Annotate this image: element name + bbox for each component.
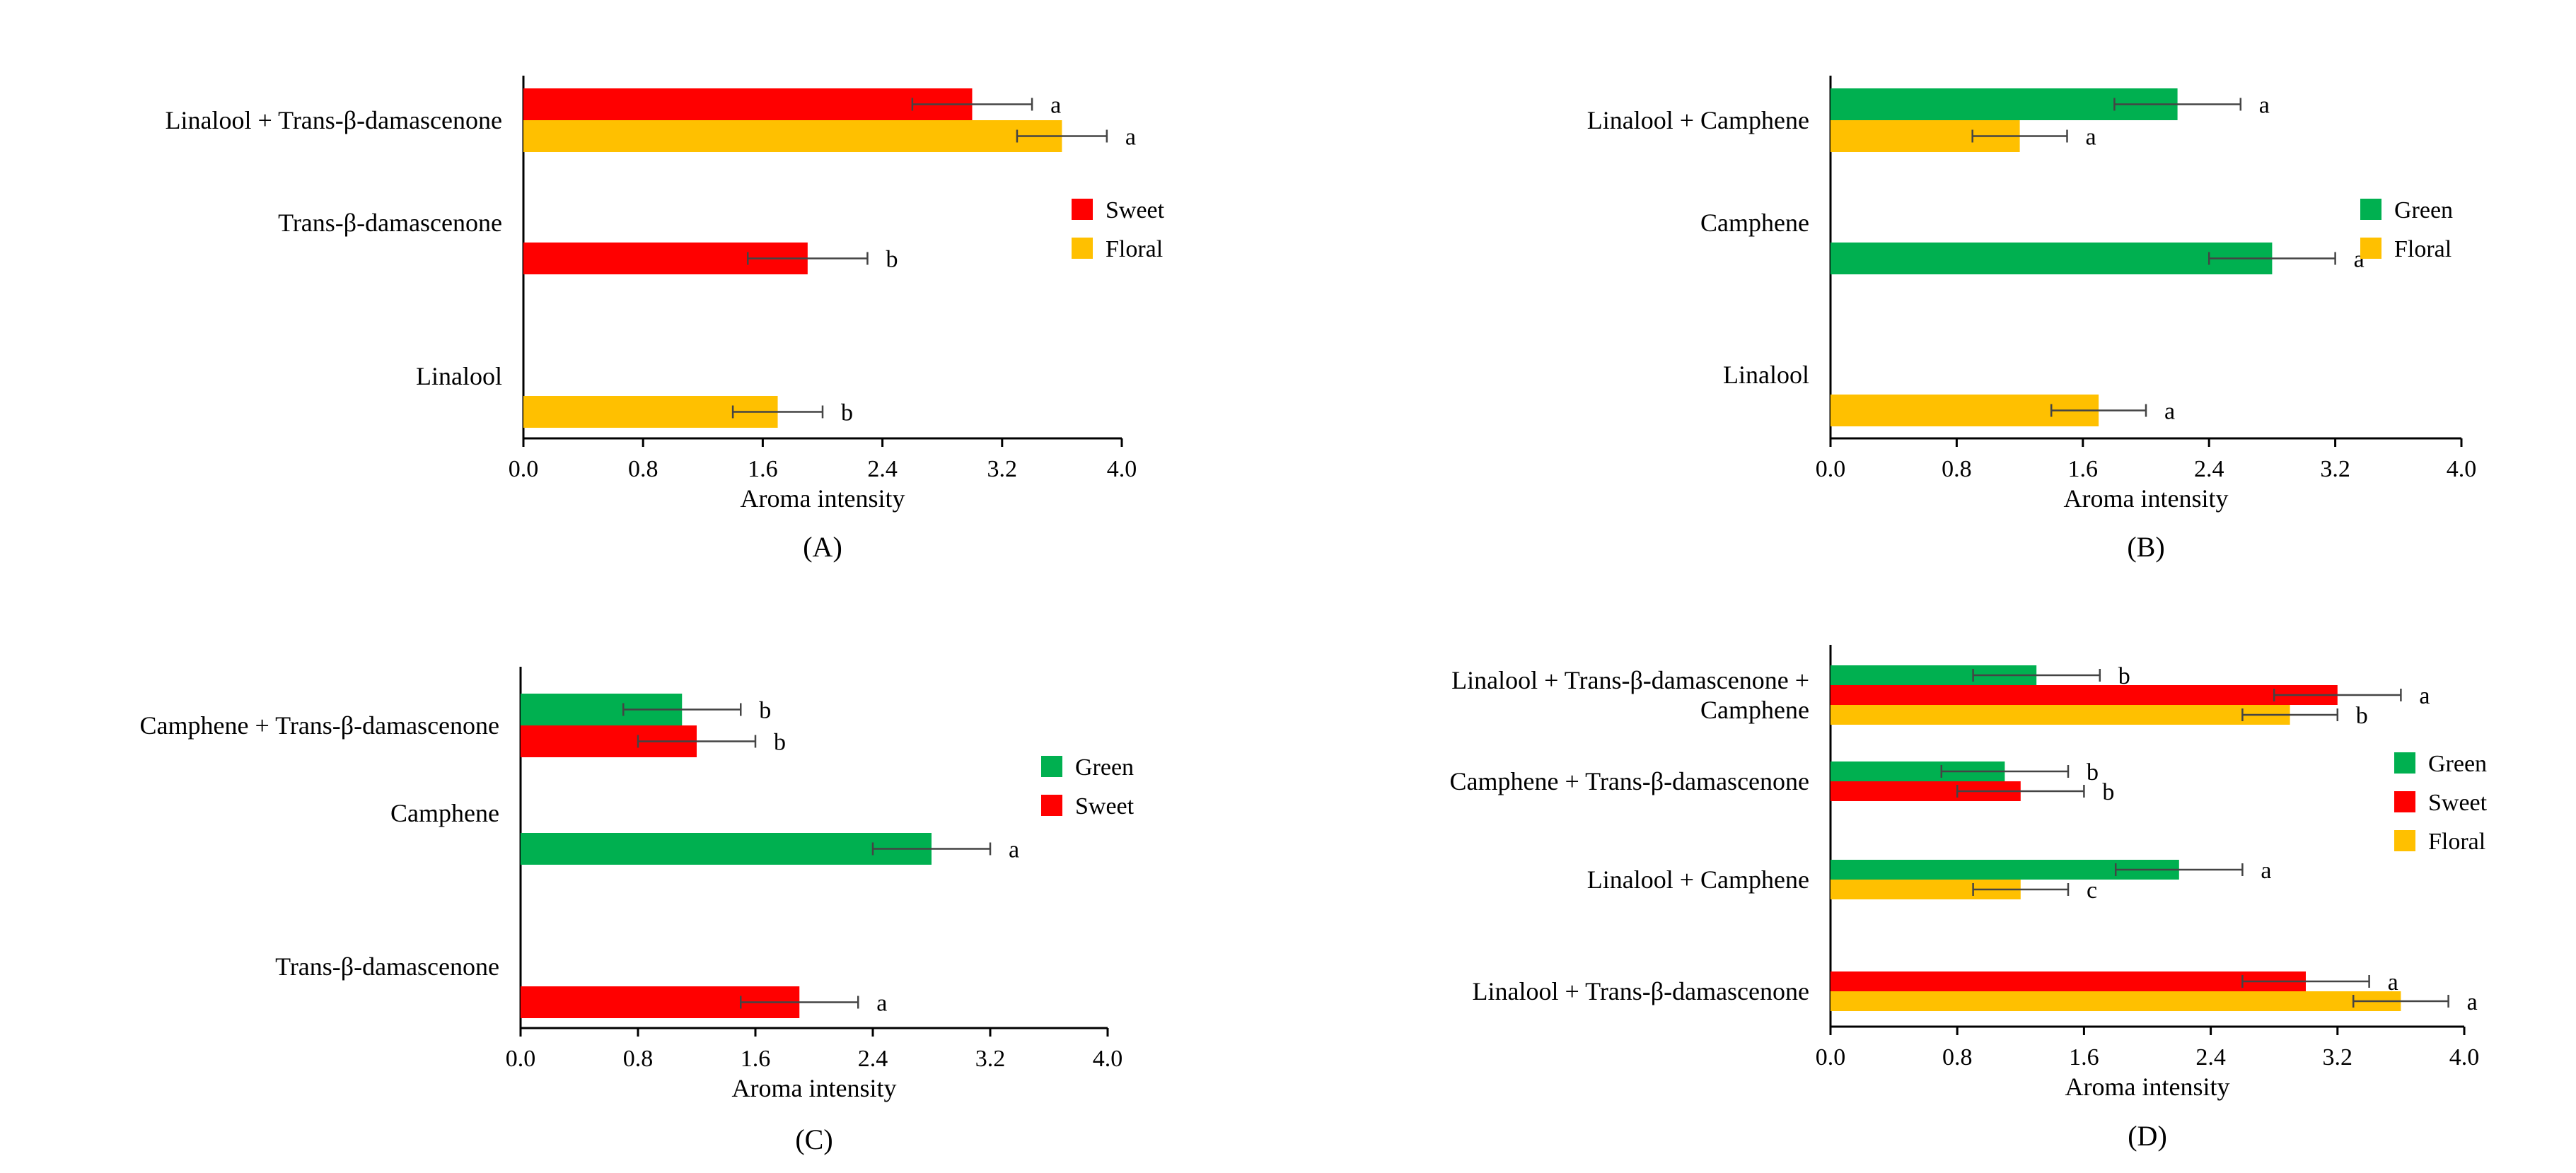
significance-label: a [1009, 837, 1019, 863]
significance-label: c [2087, 877, 2097, 904]
category-label: Linalool [1723, 361, 1809, 389]
x-axis-title: Aroma intensity [741, 484, 905, 513]
significance-label: a [2259, 93, 2270, 119]
category-label: Linalool + Trans-β-damascenone [1472, 977, 1809, 1005]
significance-label: a [2419, 683, 2430, 709]
category-label: Camphene + Trans-β-damascenone [1450, 767, 1810, 795]
legend-label-floral: Floral [1106, 236, 1163, 262]
x-tick-label: 4.0 [2449, 1044, 2480, 1070]
x-tick-label: 4.0 [2447, 456, 2477, 482]
significance-label: b [2102, 779, 2114, 805]
x-axis-title: Aroma intensity [732, 1074, 897, 1102]
panel-label: (B) [2127, 531, 2164, 563]
significance-label: a [2086, 124, 2096, 151]
category-label: Linalool + Trans-β-damascenone + [1451, 666, 1809, 694]
category-label: Camphene + Trans-β-damascenone [140, 711, 500, 740]
legend-label-green: Green [2428, 751, 2487, 777]
category-label: Linalool + Trans-β-damascenone [165, 106, 502, 134]
legend-label-sweet: Sweet [1106, 197, 1165, 223]
significance-label: a [876, 991, 887, 1017]
category-label: Linalool + Camphene [1587, 865, 1809, 894]
legend-swatch-floral [2394, 830, 2415, 851]
x-tick-label: 2.4 [2195, 1044, 2226, 1070]
legend-swatch-sweet [1072, 199, 1093, 220]
significance-label: a [2388, 969, 2398, 996]
legend-swatch-sweet [2394, 791, 2415, 812]
x-axis-title: Aroma intensity [2065, 1073, 2230, 1101]
significance-label: b [2087, 759, 2099, 786]
chart-panel-b: 0.0 0.8 1.6 2.4 3.2 4.0 Aroma intensity (B) Lina… [1587, 76, 2476, 563]
x-tick-label: 3.2 [2320, 456, 2350, 482]
x-tick-label: 0.8 [628, 456, 658, 482]
x-axis-title: Aroma intensity [2064, 484, 2229, 513]
x-tick-label: 0.0 [506, 1046, 536, 1072]
legend-label-floral: Floral [2428, 829, 2485, 855]
significance-label: b [774, 730, 786, 756]
x-tick-label: 2.4 [858, 1046, 888, 1072]
significance-label: b [2356, 703, 2368, 729]
significance-label: a [1050, 93, 1061, 119]
category-label: Linalool + Camphene [1587, 106, 1809, 134]
significance-label: a [2164, 399, 2175, 425]
x-tick-label: 1.6 [2068, 456, 2099, 482]
x-tick-label: 4.0 [1107, 456, 1137, 482]
x-tick-label: 3.2 [987, 456, 1018, 482]
legend-label-sweet: Sweet [1075, 793, 1135, 819]
x-tick-label: 0.0 [509, 456, 539, 482]
bar-floral [523, 120, 1062, 152]
significance-label: b [2118, 663, 2130, 689]
x-tick-label: 0.0 [1816, 456, 1846, 482]
category-label: Trans-β-damascenone [278, 209, 502, 237]
x-tick-label: 0.8 [623, 1046, 654, 1072]
bar-floral [1831, 705, 2290, 725]
x-tick-label: 3.2 [975, 1046, 1006, 1072]
panel-label: (A) [803, 531, 842, 563]
bar-green [521, 833, 932, 865]
legend-swatch-sweet [1041, 795, 1062, 816]
category-label: Linalool [416, 362, 502, 390]
x-tick-label: 3.2 [2323, 1044, 2353, 1070]
significance-label: b [886, 247, 898, 273]
x-tick-label: 1.6 [2069, 1044, 2099, 1070]
x-tick-label: 0.0 [1816, 1044, 1846, 1070]
x-tick-label: 2.4 [867, 456, 898, 482]
x-tick-label: 4.0 [1093, 1046, 1123, 1072]
category-label: Trans-β-damascenone [275, 952, 499, 981]
x-tick-label: 1.6 [748, 456, 778, 482]
significance-label: a [2467, 989, 2478, 1015]
legend-label-green: Green [2394, 197, 2453, 223]
category-label: Camphene [1700, 696, 1809, 724]
chart-panel-c: 0.0 0.8 1.6 2.4 3.2 4.0 Aroma intensity (C) Camp… [140, 667, 1135, 1155]
significance-label: a [1125, 124, 1136, 151]
legend-swatch-green [2394, 752, 2415, 774]
chart-panel-a: 0.0 0.8 1.6 2.4 3.2 4.0 Aroma intensity (A) Lina… [165, 76, 1165, 563]
bar-sweet [1831, 971, 2306, 991]
x-tick-label: 2.4 [2194, 456, 2224, 482]
x-tick-label: 0.8 [1942, 1044, 1973, 1070]
chart-panel-d: 0.0 0.8 1.6 2.4 3.2 4.0 Aroma intensity (D) Lina… [1450, 645, 2488, 1152]
significance-label: b [759, 698, 771, 724]
bar-sweet [523, 88, 973, 120]
panel-label: (C) [795, 1124, 832, 1155]
bar-floral [1831, 991, 2401, 1011]
category-label: Camphene [1700, 209, 1809, 237]
legend-label-floral: Floral [2394, 236, 2452, 262]
legend-swatch-floral [1072, 238, 1093, 259]
x-tick-label: 0.8 [1942, 456, 1972, 482]
bar-sweet [1831, 685, 2338, 705]
category-label: Camphene [390, 799, 499, 827]
legend-label-sweet: Sweet [2428, 790, 2488, 816]
legend-label-green: Green [1075, 754, 1134, 781]
legend-swatch-green [2360, 199, 2381, 220]
significance-label: a [2261, 858, 2271, 884]
legend-swatch-floral [2360, 238, 2381, 259]
significance-label: b [841, 400, 853, 426]
legend-swatch-green [1041, 756, 1062, 777]
x-tick-label: 1.6 [741, 1046, 771, 1072]
panel-label: (D) [2128, 1120, 2167, 1152]
bar-green [1831, 243, 2273, 274]
